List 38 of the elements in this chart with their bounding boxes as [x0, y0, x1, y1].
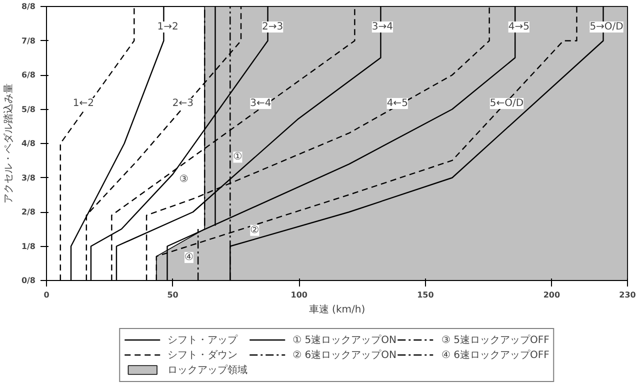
y-axis-title: アクセル・ペダル踏込み量 — [2, 84, 14, 204]
annotation: 2←3 — [172, 98, 194, 109]
y-tick-label: 3/8 — [21, 173, 36, 182]
annotation: ③ — [179, 174, 188, 185]
annotation: ① — [233, 152, 242, 163]
y-tick-label: 5/8 — [21, 104, 36, 114]
legend-label: ④ 6速ロックアップOFF — [441, 348, 550, 362]
y-tick-label: 1/8 — [21, 242, 36, 251]
legend-label: ① 5速ロックアップON — [292, 334, 396, 346]
annotation: 1→2 — [157, 22, 178, 33]
legend-label: シフト・アップ — [168, 334, 238, 346]
x-tick-label: 100 — [290, 290, 308, 300]
annotation: 5←O/D — [490, 98, 524, 109]
x-tick-label: 200 — [543, 290, 560, 300]
legend-label: ロックアップ領域 — [168, 364, 248, 376]
annotation: 1←2 — [72, 98, 94, 109]
annotation: 3→4 — [372, 22, 394, 33]
x-tick-label: 0 — [44, 290, 50, 300]
annotation: 4←5 — [386, 98, 408, 109]
y-tick-label: 6/8 — [21, 70, 36, 80]
y-tick-label: 7/8 — [21, 36, 36, 46]
y-tick-label: 2/8 — [21, 208, 36, 216]
y-tick-label: 0/8 — [21, 276, 36, 285]
annotation: 2→3 — [262, 22, 284, 33]
y-tick-label: 4/8 — [21, 139, 36, 148]
annotation: ② — [250, 224, 260, 236]
legend-label: ② 6速ロックアップON — [292, 348, 396, 362]
x-tick-label: 50 — [167, 290, 179, 300]
x-tick-label: 150 — [417, 290, 434, 300]
legend-label: シフト・ダウン — [168, 348, 238, 362]
annotation: 4→5 — [508, 22, 530, 33]
annotation: ④ — [184, 252, 194, 263]
annotation: 5→O/D — [590, 22, 624, 33]
y-tick-label: 8/8 — [21, 2, 36, 11]
legend-label: ③ 5速ロックアップOFF — [441, 334, 550, 346]
x-axis-title: 車速 (km/h) — [308, 304, 366, 316]
annotation: 3←4 — [250, 98, 272, 109]
x-tick-label: 230 — [619, 290, 636, 300]
